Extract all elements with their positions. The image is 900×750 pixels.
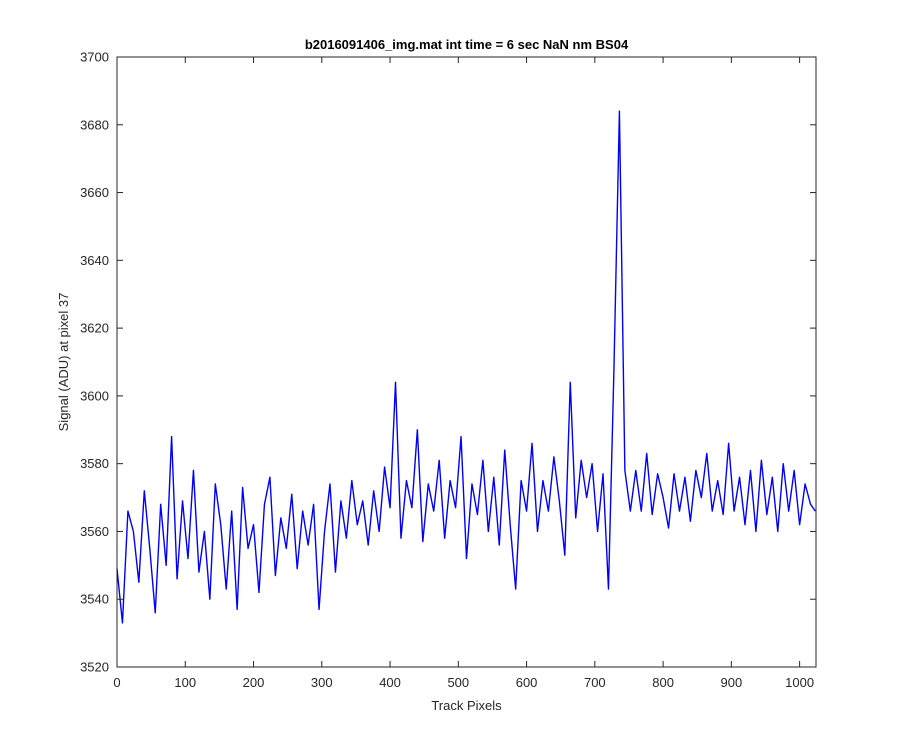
x-tick-label: 300 (311, 675, 333, 690)
plot-area (117, 57, 816, 667)
y-tick-label: 3560 (80, 524, 109, 539)
y-tick-label: 3580 (80, 456, 109, 471)
x-axis: 0 100 200 300 400 500 600 700 800 900 1000 (113, 57, 814, 690)
y-axis-label: Signal (ADU) at pixel 37 (56, 293, 71, 432)
y-tick-label: 3540 (80, 592, 109, 607)
x-tick-label: 800 (652, 675, 674, 690)
x-tick-label: 1000 (785, 675, 814, 690)
series-line (116, 110, 816, 624)
x-tick-label: 100 (174, 675, 196, 690)
y-tick-label: 3640 (80, 253, 109, 268)
x-tick-label: 0 (113, 675, 120, 690)
chart-title: b2016091406_img.mat int time = 6 sec NaN… (305, 37, 629, 52)
series-layer (116, 110, 816, 624)
x-axis-label: Track Pixels (431, 698, 502, 713)
y-tick-label: 3680 (80, 117, 109, 132)
x-tick-label: 400 (379, 675, 401, 690)
axes-box (116, 56, 817, 668)
x-tick-label: 700 (584, 675, 606, 690)
y-tick-label: 3700 (80, 50, 109, 65)
x-tick-label: 600 (516, 675, 538, 690)
x-tick-label: 900 (721, 675, 743, 690)
x-tick-label: 200 (243, 675, 265, 690)
y-tick-label: 3620 (80, 321, 109, 336)
y-tick-label: 3600 (80, 388, 109, 403)
y-axis: 3520 3540 3560 3580 3600 3620 3640 3660 3680 3700 (80, 50, 816, 675)
y-tick-label: 3660 (80, 185, 109, 200)
y-tick-label: 3520 (80, 660, 109, 675)
x-tick-label: 500 (447, 675, 469, 690)
